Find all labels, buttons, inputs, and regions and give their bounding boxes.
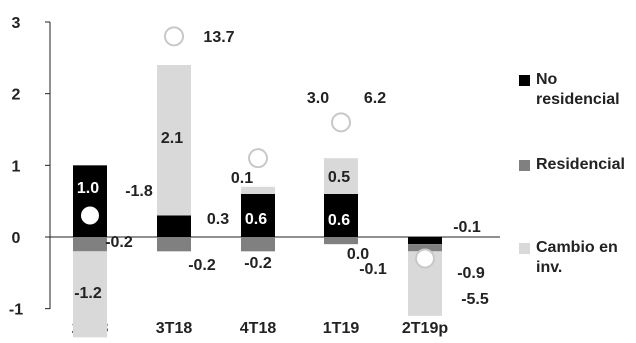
- bar-no-residencial: [324, 194, 358, 237]
- data-label-residencial: -0.2: [188, 257, 216, 274]
- bar-no-residencial: [157, 215, 191, 237]
- x-tick-label: 3T18: [156, 320, 193, 337]
- data-label-cambio-en-inv: 2.1: [161, 130, 183, 147]
- data-label-residencial: -0.1: [359, 261, 387, 278]
- bar-layer: [73, 65, 442, 338]
- bar-residencial: [73, 237, 107, 252]
- marker-dot: [248, 148, 268, 169]
- bar-residencial: [408, 244, 442, 252]
- y-tick-label: 2: [12, 87, 21, 104]
- marker-dot: [331, 112, 351, 133]
- legend-swatch-no-residencial: [519, 75, 530, 86]
- bar-no-residencial: [408, 237, 442, 245]
- legend-label-cambio-en-inv: Cambio en inv.: [536, 239, 618, 276]
- data-label-marker: -5.5: [461, 291, 489, 308]
- data-label-marker: 13.7: [203, 29, 234, 46]
- marker-layer: [81, 26, 435, 269]
- data-label-no-residencial: -0.1: [453, 219, 481, 236]
- x-tick-label: 2T19p: [402, 320, 448, 337]
- bar-no-residencial: [241, 194, 275, 237]
- data-label-no-residencial: 0.6: [245, 211, 267, 228]
- bar-cambio-en-inv: [73, 251, 107, 338]
- data-label-no-residencial: 0.6: [328, 212, 350, 229]
- legend-swatch-cambio-en-inv: [519, 243, 530, 254]
- legend-label-no-residencial: No residencial: [536, 71, 620, 108]
- x-tick-label: 4T18: [240, 320, 277, 337]
- y-tick-label: 1: [12, 158, 21, 175]
- label-layer: 1.0 -0.2 -1.2 -1.8 2.1 0.3 -0.2 13.7 0.1 0.6 -0.2 3…: [74, 29, 489, 308]
- data-label-annotation: -1.8: [125, 183, 153, 200]
- data-label-no-residencial: 1.0: [77, 180, 99, 197]
- marker-dot: [415, 248, 435, 269]
- marker-dot: [81, 206, 99, 225]
- data-label-marker: 3.0: [307, 90, 329, 107]
- y-tick-label: 0: [12, 230, 21, 247]
- bar-cambio-en-inv: [324, 158, 358, 194]
- data-label-cambio-en-inv: -0.9: [457, 265, 485, 282]
- bar-cambio-en-inv: [157, 65, 191, 216]
- y-tick-label: 3: [12, 15, 21, 32]
- data-label-zero: 0.0: [347, 246, 369, 263]
- marker-dot: [164, 26, 184, 47]
- data-label-residencial: -0.2: [105, 234, 133, 251]
- bar-no-residencial: [73, 165, 107, 237]
- bar-residencial: [157, 237, 191, 252]
- data-label-residencial: -0.2: [244, 255, 272, 272]
- bar-residencial: [241, 237, 275, 252]
- x-tick-label: 1T19: [323, 320, 360, 337]
- data-label-cambio-en-inv: 0.5: [328, 169, 350, 186]
- bar-residencial: [324, 237, 358, 245]
- bar-cambio-en-inv: [241, 186, 275, 194]
- data-label-annotation: 6.2: [364, 90, 386, 107]
- legend-swatch-residencial: [519, 160, 530, 171]
- y-tick-label: -1: [9, 302, 23, 319]
- legend-label-residencial: Residencial: [536, 156, 625, 173]
- data-label-cambio-en-inv: -1.2: [74, 285, 102, 302]
- data-label-cambio-en-inv: 0.1: [231, 170, 253, 187]
- data-label-no-residencial: 0.3: [207, 211, 229, 228]
